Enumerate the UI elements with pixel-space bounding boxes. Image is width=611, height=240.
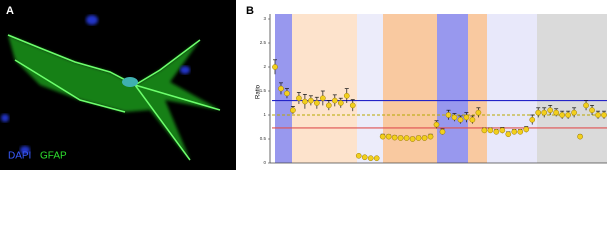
point	[433, 121, 440, 128]
point	[589, 107, 595, 114]
point	[361, 154, 368, 161]
point	[409, 136, 416, 142]
stain-label: DAPI	[8, 151, 31, 162]
point	[529, 116, 536, 123]
point	[541, 109, 548, 116]
point	[535, 109, 542, 116]
point	[403, 135, 410, 141]
point	[457, 116, 464, 123]
point	[577, 133, 583, 140]
point	[445, 112, 452, 118]
point	[463, 114, 470, 121]
point	[571, 109, 577, 116]
point	[349, 102, 356, 109]
point	[493, 128, 500, 135]
point	[319, 95, 326, 102]
point	[290, 107, 296, 114]
point	[511, 128, 518, 135]
point	[481, 127, 488, 134]
y-tick-label: 0	[263, 160, 266, 165]
point	[302, 98, 308, 105]
point	[379, 133, 386, 140]
y-tick-label: 0.5	[260, 136, 267, 141]
point	[391, 134, 398, 141]
point	[475, 109, 482, 116]
point	[505, 131, 512, 138]
panel-label: B	[246, 5, 254, 17]
y-tick-label: 3	[263, 16, 266, 21]
y-tick-label: 2	[263, 64, 266, 69]
point	[427, 133, 434, 140]
point	[337, 100, 344, 106]
y-axis-label: Ratio	[256, 84, 262, 99]
panel-label: A	[6, 5, 14, 17]
y-tick-label: 2.5	[260, 40, 267, 45]
point	[583, 102, 589, 109]
point	[343, 92, 350, 99]
point	[595, 112, 601, 118]
figure: A DAPI GFAP B Ratio 0 0.5 1 1.5 2 2.5 3	[0, 0, 607, 170]
stain-label: GFAP	[40, 151, 67, 162]
point	[296, 95, 302, 102]
y-tick-label: 1.5	[260, 88, 267, 93]
point	[367, 155, 374, 162]
point	[284, 90, 290, 97]
point	[487, 127, 494, 134]
point	[469, 116, 476, 123]
point	[547, 107, 554, 114]
point	[397, 135, 404, 141]
point	[559, 112, 565, 118]
point	[565, 112, 571, 118]
group-bands	[275, 14, 607, 163]
point	[308, 97, 314, 104]
point	[451, 114, 458, 121]
point	[278, 85, 284, 92]
point	[439, 128, 446, 135]
point	[373, 155, 380, 162]
point	[325, 102, 332, 109]
y-tick-label: 1	[263, 112, 266, 117]
point	[517, 128, 524, 135]
point	[499, 127, 506, 134]
point	[331, 97, 338, 104]
point	[601, 112, 607, 118]
point	[415, 135, 422, 141]
point	[523, 126, 530, 133]
point	[385, 133, 392, 140]
point	[272, 64, 278, 70]
point	[553, 109, 560, 116]
point	[355, 152, 362, 159]
point	[314, 100, 320, 106]
micrograph	[0, 0, 236, 170]
point	[421, 135, 428, 141]
